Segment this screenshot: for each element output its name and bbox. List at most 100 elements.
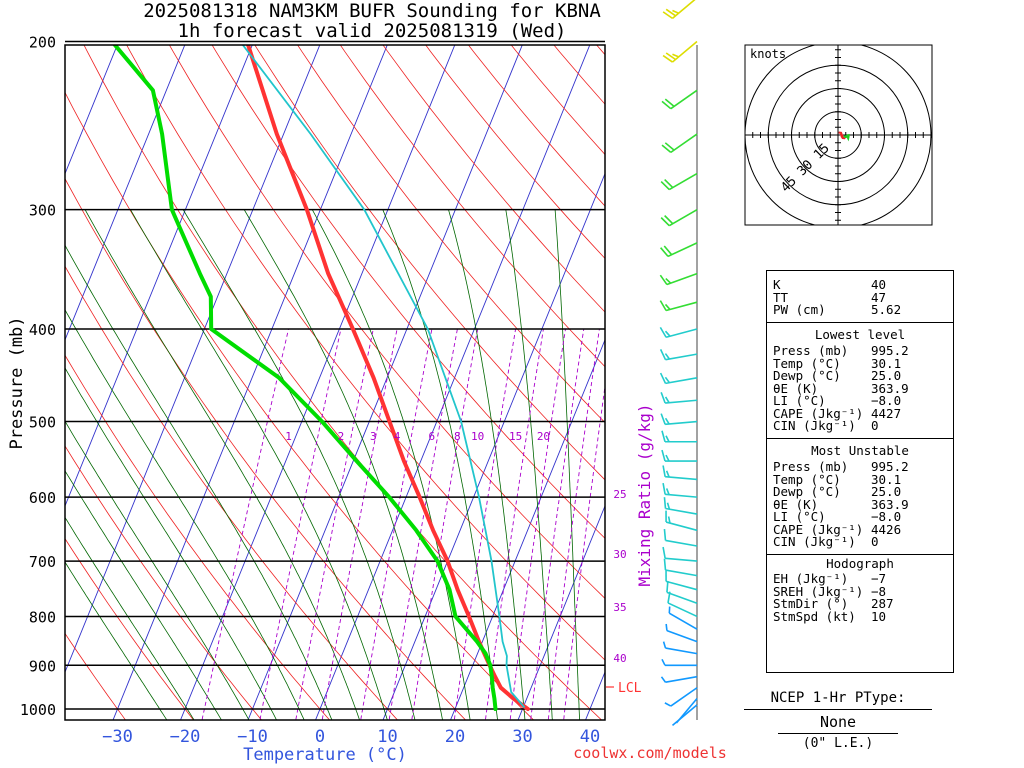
wind-barb <box>659 272 698 286</box>
wind-barb-shaft <box>671 0 696 19</box>
mixing-ratio-line <box>563 383 605 720</box>
wind-barb-shaft <box>666 629 698 643</box>
pressure-tick-label: 300 <box>29 202 56 220</box>
temperature-tick-label: −10 <box>237 727 268 747</box>
wind-barb <box>661 89 698 110</box>
mixing-ratio-value: 20 <box>537 430 550 443</box>
mixing-ratio-value: 3 <box>370 430 377 443</box>
wind-barb-flag <box>664 376 671 384</box>
most-unstable-title: Most Unstable <box>811 442 909 458</box>
wind-barb <box>660 172 698 191</box>
index-label: Press (mb) <box>773 343 849 358</box>
isotherm-line <box>112 45 388 720</box>
mixing-ratio-value: 30 <box>613 548 626 561</box>
temperature-tick-label: 40 <box>580 727 600 747</box>
index-value: 4427 <box>871 405 902 421</box>
pressure-tick-label: 900 <box>29 657 56 675</box>
index-value: 25.0 <box>871 368 902 383</box>
y-axis-label: Pressure (mb) <box>7 316 27 449</box>
pressure-tick-label: 500 <box>29 414 56 432</box>
wind-barb <box>660 675 698 684</box>
wind-barb-shaft <box>667 602 698 618</box>
mixing-ratio-line <box>411 328 479 720</box>
wind-barb-flag <box>661 100 672 110</box>
wind-barb-flag <box>659 372 667 384</box>
wind-barb-shaft <box>665 569 698 577</box>
mixing-ratio-value: 8 <box>454 430 461 443</box>
temperature-tick-label: −20 <box>170 727 201 747</box>
index-label: Dewp (°C) <box>773 368 841 383</box>
parcel-profile <box>241 45 525 708</box>
wind-barb-shaft <box>665 647 698 655</box>
wind-barb-shaft <box>668 612 698 630</box>
ptype-note: (0" L.E.) <box>802 736 874 751</box>
wind-barb <box>662 641 698 655</box>
mixing-ratio-line <box>295 328 374 720</box>
most-unstable-indices: Press (mb) 995.2 Temp (°C) 30.1 Dewp (°C) 25.… <box>767 460 953 549</box>
wind-barb <box>664 687 698 707</box>
wind-barb <box>662 0 696 20</box>
wind-barb-flag <box>665 623 668 631</box>
index-row: Press (mb) 995.2 <box>767 460 953 474</box>
hodograph-title: Hodograph <box>826 555 894 571</box>
mixing-ratio-value: 15 <box>509 430 522 443</box>
index-value: 25.0 <box>871 484 902 499</box>
index-value: 363.9 <box>871 496 909 512</box>
dry-adiabat <box>126 45 605 661</box>
pressure-tick-label: 200 <box>29 33 56 51</box>
index-row: Press (mb) 995.2 <box>767 343 953 358</box>
wind-barb-shaft <box>665 493 698 498</box>
index-value: 287 <box>871 596 894 611</box>
wind-barb-flag <box>660 413 666 425</box>
moist-adiabat <box>65 244 333 720</box>
mixing-ratio-value: 6 <box>429 430 436 443</box>
wind-barb-flag <box>659 349 667 361</box>
index-label: Temp (°C) <box>773 355 841 371</box>
wind-barb-shaft <box>670 89 698 110</box>
mixing-ratio-value: 10 <box>471 430 484 443</box>
wind-barb-flag <box>665 435 670 443</box>
isotherm-line <box>65 45 186 341</box>
pressure-tick-label: 800 <box>29 608 56 626</box>
hodograph-indices: EH (Jkg⁻¹) −7 SREH (Jkg⁻¹) −8 StmDir (°) 287 S… <box>767 571 953 624</box>
index-value: 10 <box>871 608 887 624</box>
wind-barb-flag <box>660 180 670 191</box>
wind-barb-flag <box>659 326 667 338</box>
temperature-tick-label: 20 <box>445 727 465 747</box>
dry-adiabat <box>168 45 605 599</box>
temperature-tick-label: 30 <box>512 727 532 747</box>
hodograph-units: knots <box>750 47 786 61</box>
wind-barb <box>662 482 698 498</box>
index-row: CIN (Jkg⁻¹) 0 <box>767 418 953 433</box>
wind-barb-flag <box>662 482 666 495</box>
index-label: CIN (Jkg⁻¹) <box>773 418 856 433</box>
wind-barb-flag <box>664 330 671 337</box>
wind-barb-shaft <box>675 697 698 724</box>
wind-barb-flag <box>663 558 667 571</box>
dry-adiabat <box>510 45 605 156</box>
index-value: 0 <box>871 534 879 549</box>
index-value: 363.9 <box>871 380 909 396</box>
wind-barb-flag <box>664 178 674 189</box>
isotherm-line <box>450 338 605 720</box>
index-row: CAPE (Jkg⁻¹) 4427 <box>767 405 953 421</box>
wind-barb-flag <box>664 142 675 151</box>
x-axis-label: Temperature (°C) <box>243 745 407 765</box>
wind-barb <box>659 349 698 361</box>
index-value: 995.2 <box>871 343 909 358</box>
mixing-ratio-value: 4 <box>394 430 401 443</box>
wind-barb-flag <box>664 353 671 360</box>
isotherm-line <box>180 45 456 720</box>
index-value: −7 <box>871 571 887 586</box>
wind-barb <box>665 569 698 591</box>
wind-barb-flag <box>664 396 670 404</box>
pressure-tick-label: 400 <box>29 321 56 339</box>
index-value: 5.62 <box>871 302 902 317</box>
dry-adiabat <box>83 45 603 720</box>
index-label: K <box>773 277 781 292</box>
ptype-value: None <box>819 713 857 731</box>
wind-barb-shaft <box>668 208 698 227</box>
